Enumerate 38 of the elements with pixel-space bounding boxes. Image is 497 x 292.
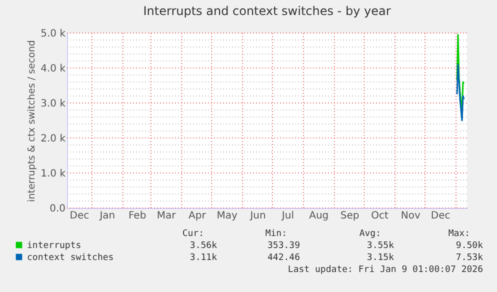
line-series	[456, 64, 465, 122]
x-tick-label: Aug	[309, 210, 329, 222]
text: Avg:	[359, 229, 381, 239]
y-tick-label: 5.0 k	[40, 28, 66, 40]
x-tick-label: Sep	[340, 210, 360, 222]
legend-label: interrupts	[27, 241, 82, 251]
text: 7.53k	[456, 253, 484, 263]
text: 442.46	[267, 253, 300, 263]
text: 3.15k	[366, 253, 395, 263]
legend-label: context switches	[27, 253, 114, 263]
text: Min:	[265, 229, 287, 239]
line-series	[456, 34, 465, 111]
text: Cur:	[182, 229, 204, 239]
text: 3.11k	[190, 253, 218, 263]
x-tick-label: Oct	[371, 210, 388, 222]
x-tick-label: Apr	[188, 210, 207, 222]
text: 353.39	[267, 241, 300, 251]
y-tick-label: 1.0 k	[40, 168, 66, 180]
chart-title: Interrupts and context switches - by year	[143, 4, 391, 18]
x-tick-label: Dec	[70, 210, 90, 222]
y-tick-label: 3.0 k	[40, 98, 66, 110]
y-tick-label: 4.0 k	[40, 64, 66, 74]
x-tick-label: Jan	[98, 210, 116, 222]
x-tick-label: Mar	[156, 210, 177, 222]
x-tick-label: Jun	[249, 210, 266, 222]
x-tick-label: Nov	[400, 210, 420, 222]
x-tick-label: Feb	[128, 210, 146, 222]
x-tick-label: Dec	[430, 210, 450, 222]
x-tick-label: May	[216, 210, 238, 222]
text: 3.56k	[190, 241, 218, 251]
text: 3.55k	[366, 241, 395, 251]
y-tick-label: 2.0 k	[40, 134, 66, 144]
y-axis-title: interrupts & ctx switches / second	[26, 40, 38, 202]
y-tick-label: 0.0	[50, 204, 66, 214]
x-tick-label: Jul	[280, 210, 294, 222]
text: Max:	[448, 229, 470, 239]
text: 9.50k	[456, 241, 484, 251]
text: Last update: Fri Jan 9 01:00:07 2026	[288, 265, 483, 275]
